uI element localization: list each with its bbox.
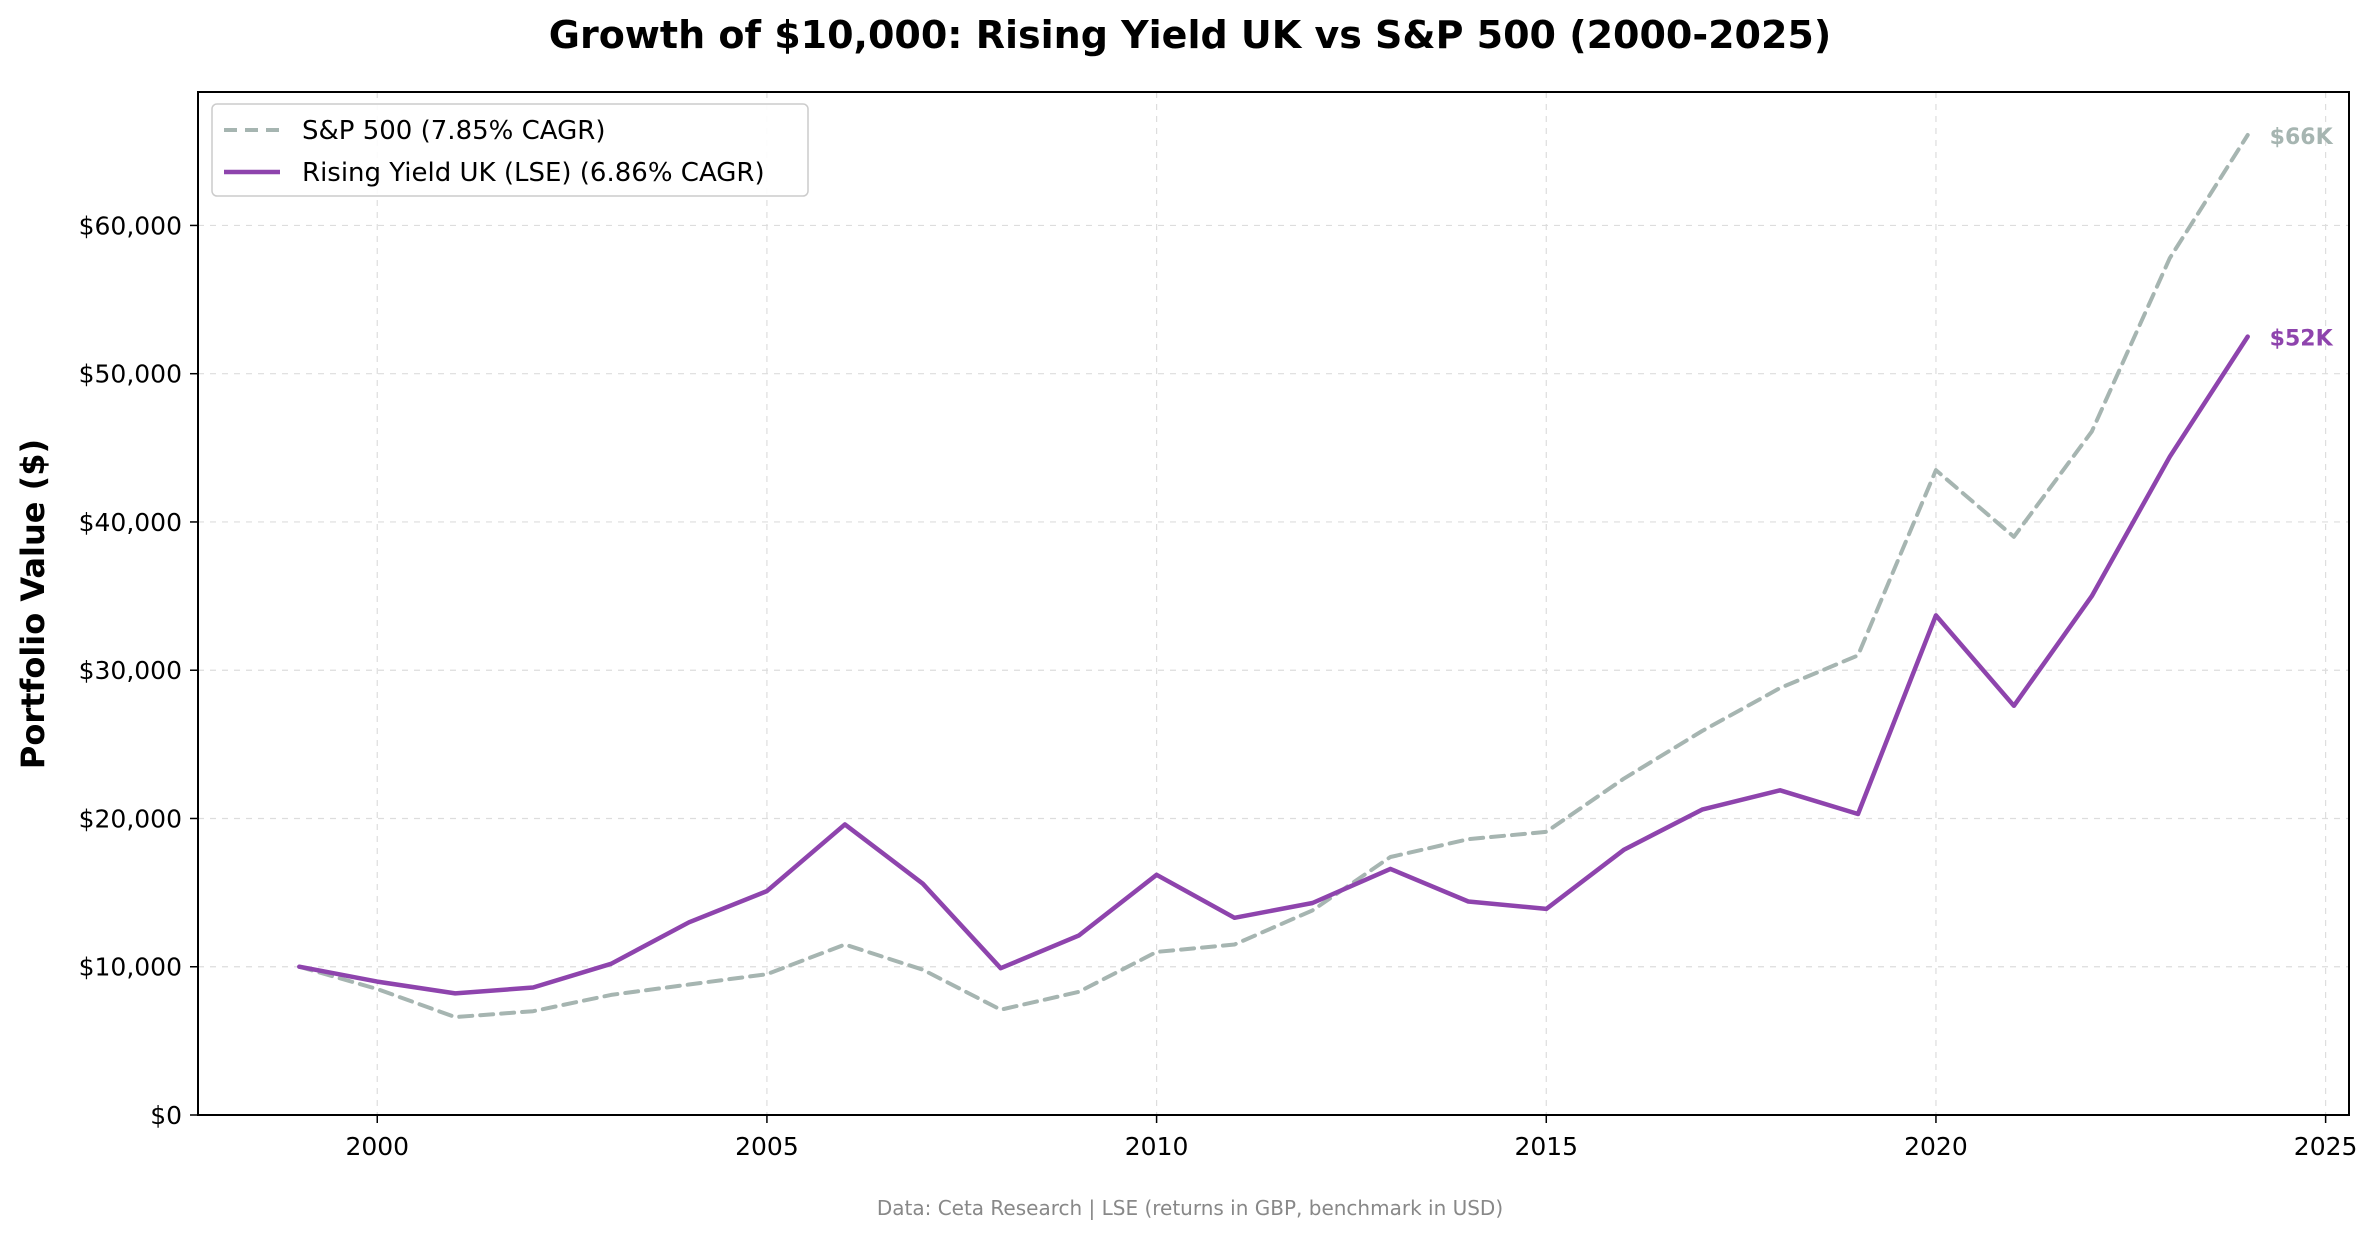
series-line-1: [297, 133, 2250, 1020]
series-line-2: [297, 334, 2250, 996]
y-tick-label: $30,000: [79, 656, 182, 685]
legend-box: [211, 103, 809, 197]
grid: [198, 92, 2349, 1116]
legend-label-2: Rising Yield UK (LSE) (6.86% CAGR): [302, 158, 765, 188]
x-tick-label: 2025: [2294, 1132, 2358, 1161]
legend-label-1: S&P 500 (7.85% CAGR): [302, 116, 605, 146]
y-tick-label: $60,000: [79, 211, 182, 240]
x-tick-label: 2000: [345, 1132, 409, 1161]
x-tick-label: 2020: [1904, 1132, 1968, 1161]
y-tick-label: $40,000: [79, 508, 182, 537]
plot-frame: [197, 91, 2350, 1116]
x-tick-label: 2005: [735, 1132, 799, 1161]
y-axis-label: Portfolio Value ($): [14, 439, 52, 769]
y-tick-label: $0: [150, 1101, 182, 1130]
chart-title: Growth of $10,000: Rising Yield UK vs S&…: [549, 13, 1831, 57]
axis-ticks: 2000 2005 2010 2015 2020 2025 $0 $10,000 $20,000…: [79, 211, 2358, 1161]
footer-note: Data: Ceta Research | LSE (returns in GB…: [877, 1196, 1503, 1220]
legend: S&P 500 (7.85% CAGR) Rising Yield UK (LSE…: [211, 103, 809, 197]
series-group: $66K $52K: [297, 125, 2334, 1020]
end-value-label: $52K: [2270, 327, 2334, 352]
end-value-label: $66K: [2270, 125, 2334, 150]
x-tick-label: 2010: [1125, 1132, 1189, 1161]
x-tick-label: 2015: [1514, 1132, 1578, 1161]
y-tick-label: $20,000: [79, 804, 182, 833]
y-tick-label: $50,000: [79, 360, 182, 389]
y-tick-label: $10,000: [79, 953, 182, 982]
